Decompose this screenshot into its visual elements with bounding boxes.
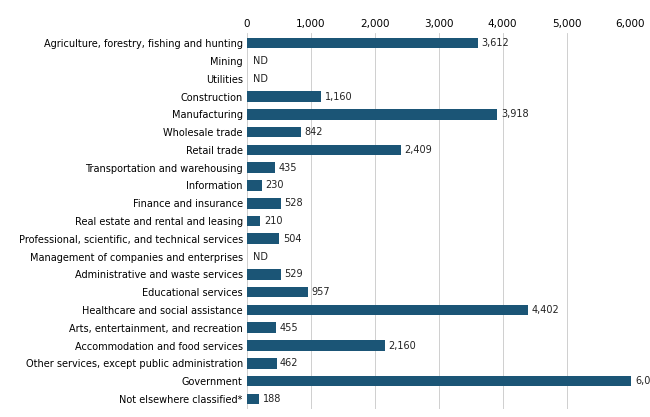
Text: ND: ND bbox=[254, 74, 268, 84]
Text: ND: ND bbox=[254, 56, 268, 66]
Text: 230: 230 bbox=[265, 181, 283, 191]
Bar bbox=[247, 216, 261, 226]
Text: 3,918: 3,918 bbox=[501, 109, 528, 119]
Text: 3,612: 3,612 bbox=[482, 38, 509, 48]
Bar bbox=[247, 38, 478, 48]
Bar bbox=[247, 127, 301, 138]
Bar bbox=[247, 234, 280, 244]
Text: 6,018: 6,018 bbox=[635, 376, 650, 386]
Text: 842: 842 bbox=[304, 127, 323, 137]
Text: 462: 462 bbox=[280, 358, 298, 368]
Text: 2,160: 2,160 bbox=[389, 341, 417, 351]
Bar bbox=[247, 109, 497, 120]
Bar bbox=[247, 322, 276, 333]
Bar bbox=[247, 162, 275, 173]
Text: 210: 210 bbox=[264, 216, 283, 226]
Text: 2,409: 2,409 bbox=[404, 145, 432, 155]
Bar bbox=[247, 287, 308, 297]
Text: 4,402: 4,402 bbox=[532, 305, 560, 315]
Bar bbox=[247, 340, 385, 351]
Text: 957: 957 bbox=[312, 287, 330, 297]
Bar bbox=[247, 198, 281, 208]
Text: 1,160: 1,160 bbox=[324, 91, 352, 101]
Text: 455: 455 bbox=[280, 323, 298, 333]
Bar bbox=[247, 269, 281, 280]
Text: 528: 528 bbox=[284, 198, 303, 208]
Bar bbox=[247, 304, 528, 315]
Bar bbox=[247, 180, 262, 191]
Text: 529: 529 bbox=[284, 269, 303, 279]
Bar bbox=[247, 91, 321, 102]
Bar bbox=[247, 394, 259, 404]
Text: 188: 188 bbox=[263, 394, 281, 404]
Text: 504: 504 bbox=[283, 234, 301, 244]
Bar bbox=[247, 358, 276, 369]
Bar bbox=[247, 376, 632, 387]
Bar bbox=[247, 145, 401, 155]
Text: 435: 435 bbox=[278, 163, 297, 173]
Text: ND: ND bbox=[254, 251, 268, 261]
